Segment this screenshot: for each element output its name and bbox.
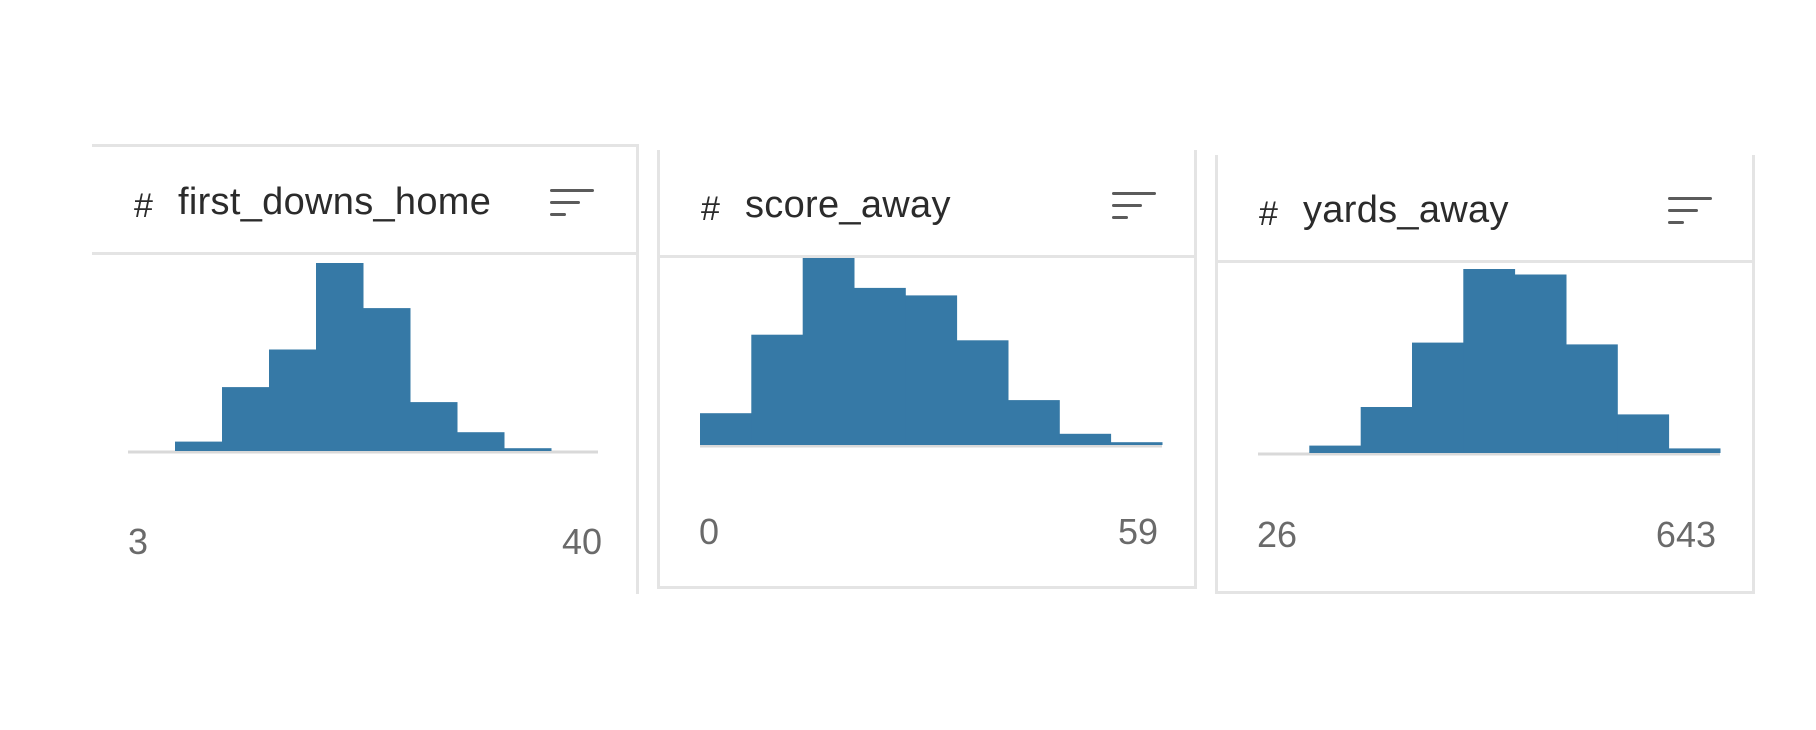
histogram-bar[interactable] bbox=[1463, 269, 1516, 453]
histogram-bar[interactable] bbox=[905, 295, 958, 445]
histogram-bar[interactable] bbox=[1514, 274, 1567, 454]
min-label: 26 bbox=[1257, 514, 1298, 555]
column-header[interactable]: # score_away bbox=[660, 150, 1194, 258]
histogram-bar[interactable] bbox=[802, 258, 855, 445]
min-label: 0 bbox=[699, 511, 720, 552]
histogram-bar[interactable] bbox=[700, 413, 752, 445]
min-label: 3 bbox=[128, 521, 149, 562]
histogram-bar[interactable] bbox=[269, 349, 317, 452]
histogram bbox=[128, 263, 598, 454]
histogram-bar[interactable] bbox=[175, 441, 223, 451]
histogram-bar[interactable] bbox=[854, 287, 906, 445]
histogram-bar[interactable] bbox=[363, 308, 411, 451]
column-name: score_away bbox=[745, 184, 951, 226]
histogram-bar[interactable] bbox=[1059, 433, 1112, 445]
column-card-first-downs-home: # first_downs_home 3 40 bbox=[92, 144, 639, 594]
histogram-bar[interactable] bbox=[751, 334, 804, 445]
histogram-bar[interactable] bbox=[1110, 442, 1163, 445]
column-header[interactable]: # yards_away bbox=[1218, 155, 1752, 263]
histogram bbox=[700, 258, 1163, 448]
number-type-icon: # bbox=[1259, 195, 1278, 233]
max-label: 59 bbox=[1117, 511, 1158, 552]
histogram-bar[interactable] bbox=[1309, 445, 1362, 453]
histogram-bar[interactable] bbox=[222, 387, 270, 451]
histogram-bar[interactable] bbox=[1668, 448, 1721, 453]
histogram-bar[interactable] bbox=[1008, 400, 1060, 445]
column-name: first_downs_home bbox=[178, 181, 492, 223]
sort-icon[interactable] bbox=[1112, 192, 1156, 222]
max-label: 40 bbox=[561, 521, 602, 562]
max-label: 643 bbox=[1655, 514, 1716, 555]
histogram-bar[interactable] bbox=[1412, 342, 1464, 453]
number-type-icon: # bbox=[134, 187, 153, 225]
column-header[interactable]: # first_downs_home bbox=[92, 147, 636, 255]
column-name: yards_away bbox=[1303, 189, 1509, 231]
histogram-bar[interactable] bbox=[504, 448, 552, 451]
histogram-bar[interactable] bbox=[1617, 414, 1670, 453]
histogram-bar[interactable] bbox=[316, 263, 364, 451]
column-card-score-away: # score_away 0 59 bbox=[657, 150, 1197, 589]
histogram-bar[interactable] bbox=[956, 340, 1009, 445]
histogram-bar[interactable] bbox=[1566, 344, 1618, 453]
histogram-bar[interactable] bbox=[410, 402, 458, 451]
column-card-yards-away: # yards_away 26 643 bbox=[1215, 155, 1755, 594]
sort-icon[interactable] bbox=[1668, 197, 1712, 227]
number-type-icon: # bbox=[701, 190, 720, 228]
histogram-bar[interactable] bbox=[457, 432, 505, 451]
histogram-bar[interactable] bbox=[1360, 407, 1413, 453]
sort-icon[interactable] bbox=[550, 189, 594, 219]
histogram bbox=[1258, 269, 1721, 456]
